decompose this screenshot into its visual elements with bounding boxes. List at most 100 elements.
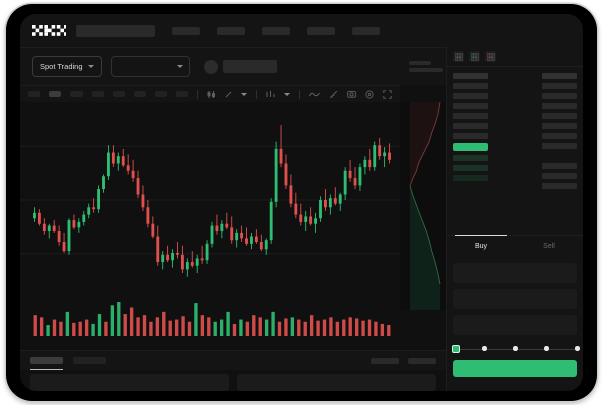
timeframe-1[interactable]	[49, 91, 62, 97]
chevron-down-icon	[87, 65, 94, 68]
timeframe-5[interactable]	[133, 91, 147, 97]
candlestick-icon[interactable]	[207, 90, 216, 99]
slider-node-25[interactable]	[482, 346, 487, 351]
chart-toolbar	[20, 85, 400, 102]
order-book-trade-panel: Buy Sell	[446, 47, 583, 391]
orders-tab-actions	[371, 357, 436, 364]
market-type-selector[interactable]: Spot Trading	[32, 56, 102, 77]
tab-buy[interactable]: Buy	[447, 234, 515, 258]
orderbook-ask-row[interactable]	[453, 123, 488, 129]
orderbook-row[interactable]	[542, 123, 577, 129]
orderbook-view-toolbar	[447, 47, 583, 67]
orderbook-row[interactable]	[542, 113, 577, 119]
camera-icon[interactable]	[347, 90, 356, 98]
timeframe-6[interactable]	[155, 91, 168, 97]
orderbook-row[interactable]	[542, 103, 577, 109]
nav-item-0[interactable]	[172, 26, 200, 35]
market-type-label: Spot Trading	[40, 62, 83, 71]
nav-item-4[interactable]	[352, 26, 380, 35]
wave-indicator-icon[interactable]	[309, 91, 320, 98]
orderbook-row[interactable]	[542, 183, 577, 189]
nav-item-1[interactable]	[217, 26, 245, 35]
orderbook-right-column	[542, 73, 577, 189]
place-order-button[interactable]	[453, 360, 577, 377]
order-amount-field[interactable]	[453, 289, 577, 309]
order-form	[447, 257, 583, 341]
orderbook-left-column	[453, 73, 488, 181]
tab-sell[interactable]: Sell	[543, 242, 555, 250]
chevron-down-icon[interactable]	[284, 92, 291, 96]
timeframe-3[interactable]	[91, 91, 104, 97]
timeframe-2[interactable]	[70, 91, 83, 97]
orderbook-row[interactable]	[542, 93, 577, 99]
buy-sell-tabs: Buy Sell	[447, 234, 583, 258]
orderbook-row[interactable]	[542, 143, 577, 149]
pair-coin-avatar	[203, 59, 218, 74]
pair-selector[interactable]	[110, 56, 190, 77]
chart-canvas	[20, 125, 400, 336]
toolbar-divider	[197, 89, 199, 99]
slider-handle[interactable]	[452, 344, 460, 353]
fullscreen-icon[interactable]	[383, 89, 392, 99]
orders-panel-1	[237, 374, 436, 391]
orderbook-header-row	[453, 73, 488, 79]
chevron-down-icon[interactable]	[241, 92, 248, 96]
orderbook-row-spacer	[542, 153, 577, 159]
orderbook-asks-icon[interactable]	[485, 51, 496, 62]
orderbook-all-icon[interactable]	[453, 51, 464, 62]
orders-action-1[interactable]	[408, 357, 436, 364]
orderbook-ask-row[interactable]	[453, 113, 488, 119]
market-depth-overlay	[400, 102, 446, 310]
timeframe-0[interactable]	[28, 91, 41, 97]
orderbook-row[interactable]	[542, 163, 577, 169]
global-search-input[interactable]	[76, 24, 155, 37]
compare-icon[interactable]	[266, 90, 275, 98]
stat-value	[409, 68, 443, 72]
orderbook-ask-row[interactable]	[453, 93, 488, 99]
order-amount-slider[interactable]	[451, 343, 580, 355]
orderbook-bid-row[interactable]	[453, 155, 488, 161]
pair-name-label	[222, 60, 277, 73]
orderbook-ask-row[interactable]	[453, 83, 488, 89]
toolbar-divider	[299, 89, 300, 99]
candlestick-chart[interactable]	[20, 102, 400, 350]
orderbook-current-price	[453, 143, 488, 151]
orderbook-bid-row[interactable]	[453, 175, 488, 181]
device-frame: Spot Trading	[6, 4, 597, 401]
orders-action-0[interactable]	[371, 357, 399, 364]
drawing-tools-icon[interactable]	[329, 90, 338, 99]
okx-logo[interactable]	[32, 25, 66, 36]
orderbook-bid-row[interactable]	[453, 165, 488, 171]
chevron-down-icon	[176, 65, 183, 68]
stat-block-0	[409, 61, 443, 72]
orders-panel-0	[30, 374, 229, 391]
order-book[interactable]	[447, 67, 583, 233]
orderbook-bids-icon[interactable]	[469, 51, 480, 62]
depth-canvas	[409, 102, 441, 310]
orders-tab-bar	[20, 350, 446, 370]
nav-item-2[interactable]	[262, 26, 290, 35]
nav-items	[172, 26, 380, 35]
orderbook-row[interactable]	[542, 83, 577, 89]
slider-node-50[interactable]	[513, 346, 518, 351]
order-total-field[interactable]	[453, 315, 577, 335]
top-navigation-bar	[20, 14, 583, 47]
nav-item-3[interactable]	[307, 26, 335, 35]
indicator-dropdown-icon[interactable]	[225, 91, 232, 98]
orders-tab-1[interactable]	[73, 357, 106, 364]
orders-tab-0[interactable]	[30, 357, 63, 370]
order-price-field[interactable]	[453, 263, 577, 283]
orderbook-ask-row[interactable]	[453, 103, 488, 109]
timeframe-4[interactable]	[112, 91, 125, 97]
orderbook-row[interactable]	[542, 133, 577, 139]
settings-icon[interactable]	[365, 89, 374, 99]
slider-node-75[interactable]	[544, 346, 549, 351]
orderbook-header-row	[542, 73, 577, 79]
device-screen: Spot Trading	[20, 14, 583, 391]
slider-node-100[interactable]	[575, 346, 580, 351]
orderbook-row[interactable]	[542, 173, 577, 179]
stat-label	[409, 61, 431, 65]
orderbook-ask-row[interactable]	[453, 133, 488, 139]
timeframe-7[interactable]	[176, 91, 189, 97]
